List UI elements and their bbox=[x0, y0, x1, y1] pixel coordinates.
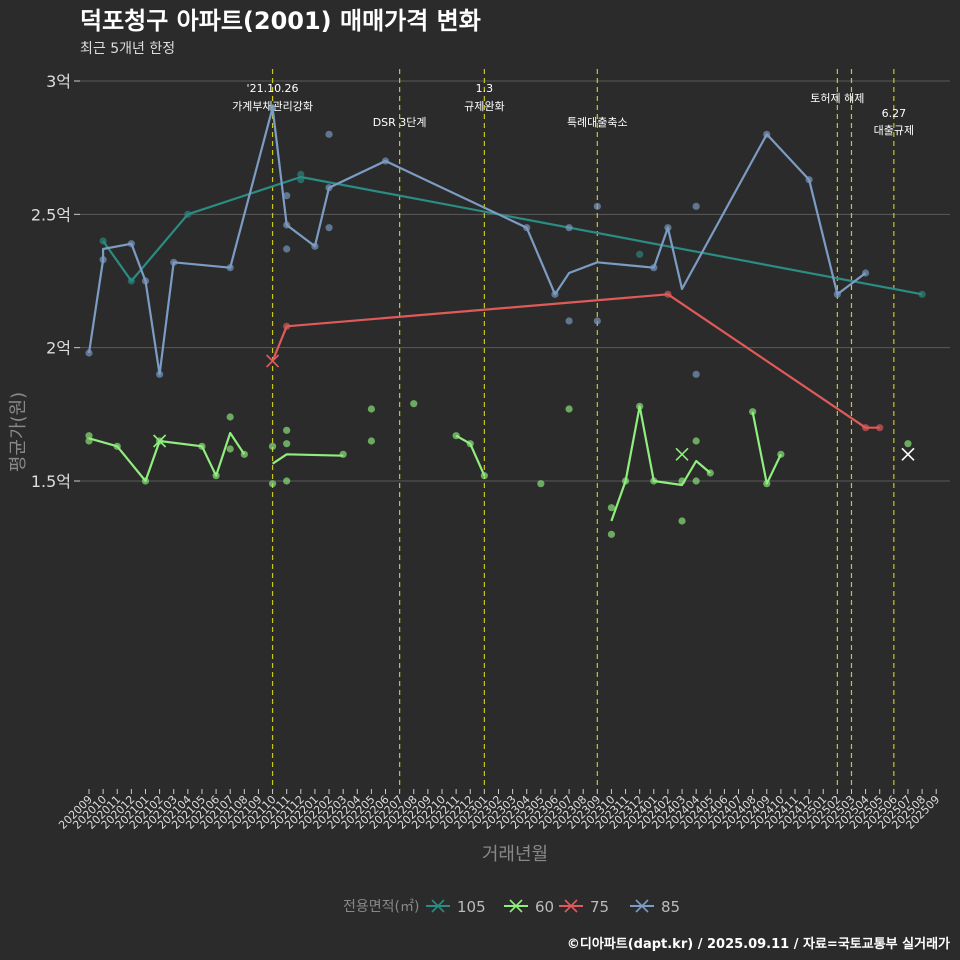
data-point bbox=[692, 437, 700, 445]
data-point bbox=[565, 224, 573, 232]
y-axis: 1.5억 2억 2.5억 3억 bbox=[31, 72, 80, 491]
data-point bbox=[283, 426, 291, 434]
cross-marker bbox=[564, 899, 578, 913]
data-point bbox=[593, 317, 601, 325]
data-point bbox=[692, 202, 700, 210]
cross-marker bbox=[635, 899, 649, 913]
series-75 bbox=[265, 290, 884, 432]
data-point bbox=[593, 202, 601, 210]
data-point bbox=[283, 192, 291, 200]
data-point bbox=[367, 405, 375, 413]
event-markers: '21.10.26가계부채관리강화DSR 3단계1.3규제완화특례대출축소토허제… bbox=[232, 69, 914, 790]
y-tick-label: 2.5억 bbox=[31, 205, 71, 224]
series-105 bbox=[99, 170, 926, 298]
cross-marker bbox=[153, 434, 167, 448]
data-point bbox=[283, 245, 291, 253]
data-point bbox=[537, 480, 545, 488]
data-point bbox=[283, 440, 291, 448]
x-axis-title: 거래년월 bbox=[482, 844, 548, 865]
cross-marker bbox=[431, 899, 445, 913]
data-point bbox=[297, 170, 305, 178]
legend-title: 전용면적(㎡) bbox=[343, 899, 419, 915]
legend-label: 85 bbox=[661, 898, 680, 916]
data-point bbox=[410, 400, 418, 408]
event-label: 특례대출축소 bbox=[567, 116, 628, 129]
series-line bbox=[102, 175, 923, 296]
event-label: 1.3 bbox=[476, 82, 494, 95]
data-point bbox=[678, 517, 686, 525]
data-point bbox=[607, 530, 616, 538]
data-point bbox=[607, 504, 616, 512]
legend-label: 105 bbox=[457, 898, 486, 916]
event-label: DSR 3단계 bbox=[373, 116, 427, 129]
data-point bbox=[904, 440, 912, 448]
grid-lines bbox=[80, 80, 950, 482]
data-point bbox=[749, 408, 757, 416]
cross-marker bbox=[509, 899, 523, 913]
y-axis-title: 평균가(원) bbox=[8, 392, 29, 472]
footer-credit: ©디아파트(dapt.kr) / 2025.09.11 / 자료=국토교통부 실… bbox=[567, 936, 950, 952]
event-label: 대출규제 bbox=[874, 124, 914, 137]
legend: 전용면적(㎡) 105 60 75 85 bbox=[343, 898, 680, 916]
series-line bbox=[87, 106, 867, 376]
series-group bbox=[85, 104, 926, 538]
event-label: 6.27 bbox=[882, 107, 907, 120]
event-label: 토허제 해제 bbox=[810, 91, 864, 105]
cross-marker bbox=[265, 354, 280, 368]
series-line bbox=[271, 453, 344, 465]
series-line bbox=[455, 434, 486, 477]
cross-marker bbox=[675, 447, 689, 461]
series-85 bbox=[85, 104, 870, 378]
legend-label: 60 bbox=[535, 898, 554, 916]
data-point bbox=[226, 445, 234, 453]
legend-label: 75 bbox=[590, 898, 609, 916]
y-tick-label: 3억 bbox=[46, 72, 71, 91]
series-line bbox=[610, 405, 712, 522]
data-point bbox=[692, 477, 700, 485]
data-point bbox=[565, 405, 573, 413]
data-point bbox=[325, 130, 333, 138]
data-point bbox=[339, 450, 347, 458]
series-line bbox=[271, 293, 880, 429]
data-point bbox=[636, 250, 644, 258]
event-label: 규제완화 bbox=[464, 100, 504, 113]
event-label: '21.10.26 bbox=[247, 82, 299, 95]
series-60 bbox=[85, 400, 915, 538]
y-tick-label: 1.5억 bbox=[31, 472, 71, 491]
data-point bbox=[367, 437, 375, 445]
series-line bbox=[88, 431, 246, 483]
data-point bbox=[268, 442, 277, 450]
chart-title: 덕포청구 아파트(2001) 매매가격 변화 bbox=[80, 7, 481, 35]
data-point bbox=[325, 224, 333, 232]
data-point bbox=[268, 480, 277, 488]
cross-marker bbox=[901, 447, 915, 461]
data-point bbox=[565, 317, 573, 325]
data-point bbox=[283, 477, 291, 485]
y-tick-label: 2억 bbox=[46, 339, 71, 358]
chart-subtitle: 최근 5개년 한정 bbox=[80, 41, 175, 57]
data-point bbox=[876, 424, 884, 432]
data-point bbox=[226, 413, 234, 421]
data-point bbox=[692, 370, 700, 378]
series-line bbox=[751, 411, 782, 485]
data-point bbox=[85, 432, 93, 440]
